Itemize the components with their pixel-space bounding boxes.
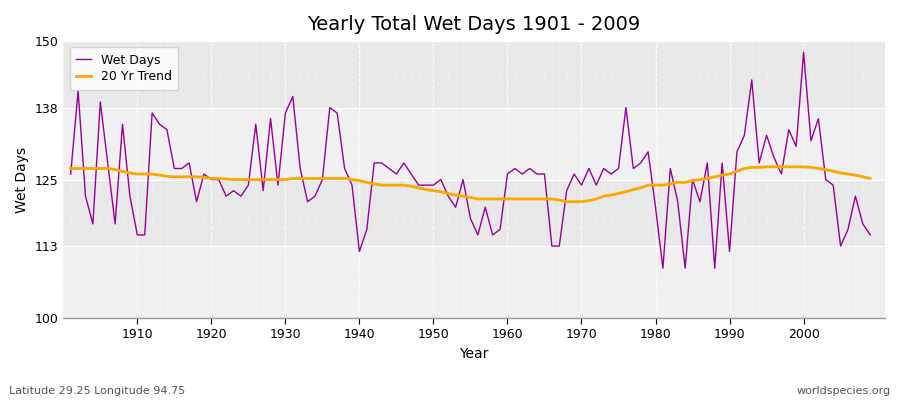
Wet Days bbox=[502, 172, 513, 176]
20 Yr Trend bbox=[562, 199, 572, 204]
Wet Days bbox=[287, 94, 298, 99]
Wet Days bbox=[66, 172, 77, 176]
20 Yr Trend bbox=[495, 196, 506, 201]
Wet Days bbox=[124, 194, 135, 198]
X-axis label: Year: Year bbox=[460, 347, 489, 361]
20 Yr Trend bbox=[287, 176, 298, 181]
20 Yr Trend bbox=[502, 196, 513, 201]
20 Yr Trend bbox=[761, 164, 772, 169]
Y-axis label: Wet Days: Wet Days bbox=[15, 146, 29, 213]
Bar bbox=[63, 108, 885, 180]
Wet Days bbox=[798, 50, 809, 54]
Title: Yearly Total Wet Days 1901 - 2009: Yearly Total Wet Days 1901 - 2009 bbox=[308, 15, 641, 34]
Wet Days bbox=[658, 266, 669, 270]
Wet Days bbox=[591, 183, 602, 188]
Wet Days bbox=[332, 111, 343, 116]
Line: Wet Days: Wet Days bbox=[71, 52, 870, 268]
Line: 20 Yr Trend: 20 Yr Trend bbox=[71, 167, 870, 202]
20 Yr Trend bbox=[865, 176, 876, 181]
Legend: Wet Days, 20 Yr Trend: Wet Days, 20 Yr Trend bbox=[69, 47, 178, 90]
20 Yr Trend bbox=[66, 166, 77, 171]
20 Yr Trend bbox=[332, 176, 343, 181]
Text: worldspecies.org: worldspecies.org bbox=[796, 386, 891, 396]
Text: Latitude 29.25 Longitude 94.75: Latitude 29.25 Longitude 94.75 bbox=[9, 386, 185, 396]
Bar bbox=[63, 246, 885, 318]
20 Yr Trend bbox=[598, 194, 609, 198]
20 Yr Trend bbox=[124, 170, 135, 175]
Wet Days bbox=[495, 227, 506, 232]
Wet Days bbox=[865, 232, 876, 237]
